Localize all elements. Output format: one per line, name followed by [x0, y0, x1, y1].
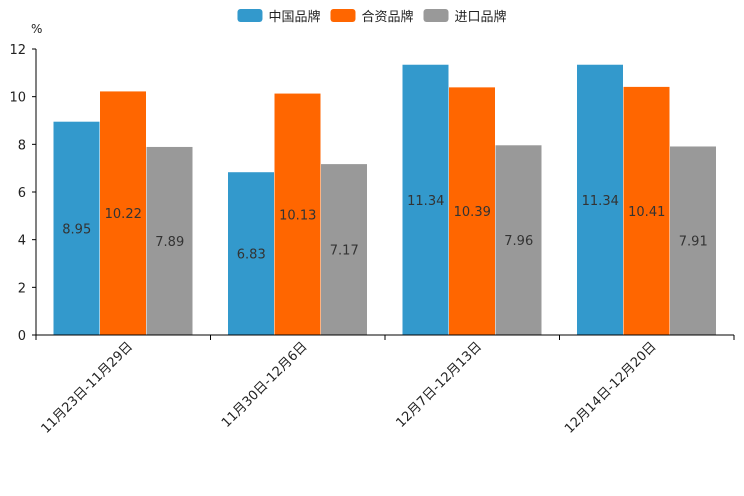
bar-data-label: 6.83 [237, 248, 266, 263]
bar [146, 146, 193, 335]
y-tick-label: 2 [18, 281, 26, 296]
legend-swatch [237, 9, 263, 22]
bar-data-label: 7.17 [330, 244, 359, 259]
bar [100, 91, 146, 335]
y-tick-label: 10 [9, 91, 26, 106]
bar [402, 64, 449, 335]
y-tick-label: 12 [9, 43, 26, 58]
bar-data-label: 10.22 [105, 207, 142, 222]
y-tick-label: 8 [18, 138, 26, 153]
bars [53, 64, 716, 336]
bar [577, 64, 623, 335]
bar-data-label: 8.95 [62, 222, 91, 237]
bar [228, 172, 274, 335]
y-tick-label: 4 [18, 234, 26, 249]
legend-item: 合资品牌 [330, 9, 414, 25]
legend-item: 中国品牌 [237, 9, 320, 25]
legend-item: 进口品牌 [423, 9, 507, 25]
x-category-label: 12月14日-12月20日 [562, 339, 659, 436]
bar [274, 93, 321, 336]
bar [53, 121, 100, 335]
bar-data-label: 10.39 [454, 205, 491, 220]
bar-data-label: 11.34 [407, 194, 444, 209]
y-tick-label: 0 [18, 329, 26, 344]
bar [670, 146, 716, 335]
legend-swatch [423, 9, 449, 22]
y-tick-label: 6 [18, 186, 26, 201]
bar [623, 86, 670, 336]
bar [449, 87, 495, 335]
x-category-label: 12月7日-12月13日 [393, 339, 485, 431]
legend-label: 中国品牌 [268, 9, 320, 25]
bar-data-label: 7.96 [504, 234, 533, 249]
legend-label: 进口品牌 [455, 9, 507, 25]
legend-label: 合资品牌 [361, 9, 413, 25]
bar-data-label: 10.41 [628, 205, 665, 220]
bar-data-label: 10.13 [279, 208, 316, 223]
x-axis: 11月23日-11月29日 11月30日-12月6日 12月7日-12月13日 12月… [35, 334, 735, 437]
data-labels: 8.95 6.83 11.34 11.34 10.22 10.13 10.39 10.41 7.… [62, 194, 707, 263]
y-axis: 0 2 4 6 8 10 12 [9, 43, 37, 344]
legend-swatch [330, 9, 356, 22]
bar-data-label: 7.89 [155, 235, 184, 250]
y-axis-unit-label: % [31, 22, 42, 36]
bar [495, 145, 542, 335]
bar-data-label: 7.91 [679, 235, 708, 250]
legend: 中国品牌 合资品牌 进口品牌 [237, 9, 507, 25]
x-category-label: 11月30日-12月6日 [219, 339, 311, 431]
bar [321, 164, 367, 335]
bar-data-label: 11.34 [582, 194, 619, 209]
x-category-label: 11月23日-11月29日 [39, 339, 136, 436]
